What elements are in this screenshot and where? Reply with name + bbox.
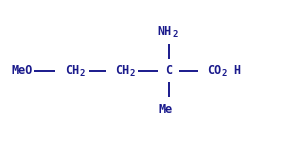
Text: 2: 2 bbox=[221, 69, 227, 78]
Text: CO: CO bbox=[207, 64, 221, 77]
Text: MeO: MeO bbox=[12, 64, 33, 77]
Text: C: C bbox=[165, 64, 172, 77]
Text: NH: NH bbox=[158, 25, 172, 38]
Text: H: H bbox=[233, 64, 240, 77]
Text: 2: 2 bbox=[79, 69, 84, 78]
Text: Me: Me bbox=[158, 103, 172, 116]
Text: 2: 2 bbox=[129, 69, 135, 78]
Text: CH: CH bbox=[115, 64, 130, 77]
Text: 2: 2 bbox=[173, 30, 178, 39]
Text: CH: CH bbox=[65, 64, 79, 77]
